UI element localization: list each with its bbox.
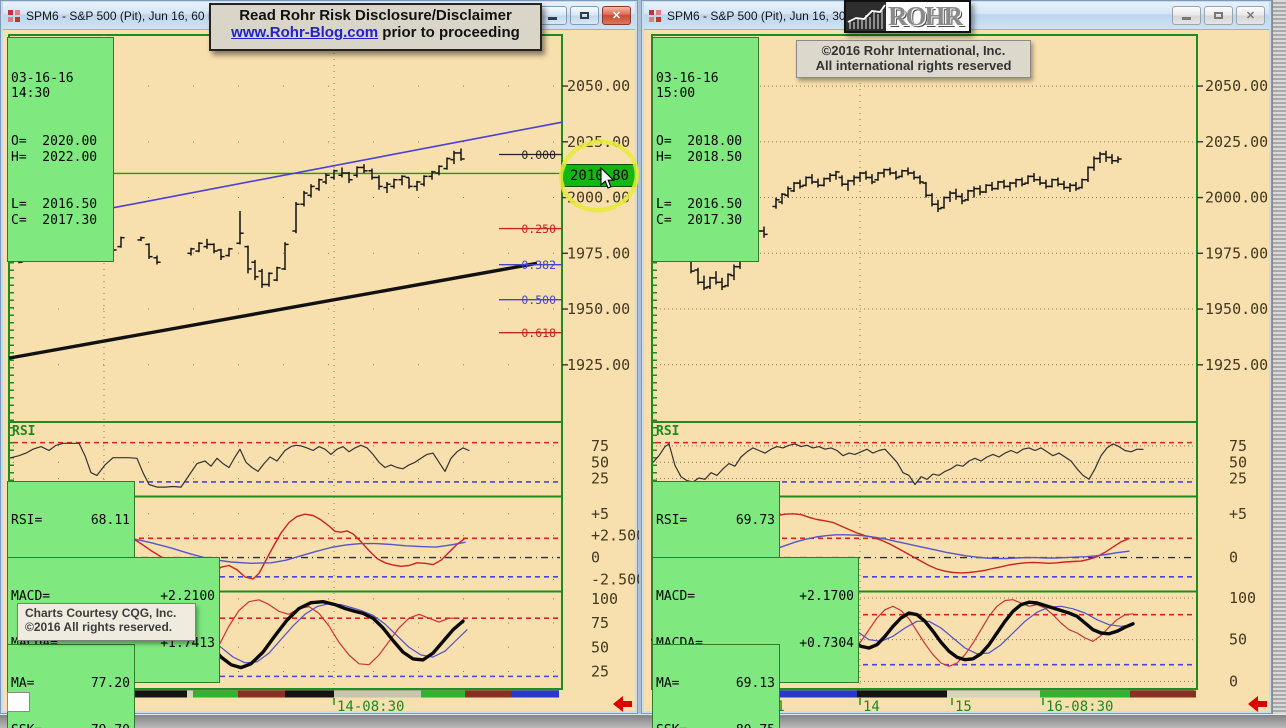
ohlc-info-box: 03-16-16 15:00 O= 2018.00 H= 2018.50 L= 20… (652, 37, 759, 263)
rohr-logo-chart-icon (846, 2, 886, 31)
svg-text:2025.00: 2025.00 (1205, 133, 1268, 151)
sstoch-value-box: MA=69.13 SSK=80.75 SSD=67.61 (652, 644, 780, 728)
ohlc-info-box: 03-16-16 14:30 O= 2020.00 H= 2022.00 L= 20… (7, 37, 114, 263)
cqg-app-icon (649, 9, 661, 22)
svg-text:2025.00: 2025.00 (567, 133, 630, 151)
risk-disclaimer-banner: Read Rohr Risk Disclosure/Disclaimer www… (209, 3, 542, 51)
maximize-button[interactable] (570, 6, 599, 25)
last-price-marker: 2010.80 (563, 164, 636, 187)
svg-text:+2.500: +2.500 (591, 527, 639, 545)
rsi-panel-label: RSI (656, 424, 680, 439)
rohr-copyright-note: ©2016 Rohr International, Inc. All intern… (796, 40, 1031, 78)
svg-text:0.382: 0.382 (521, 258, 556, 272)
svg-text:0: 0 (591, 549, 600, 567)
close-button[interactable]: ✕ (1236, 6, 1265, 25)
rohr-logo: ROHR (844, 0, 971, 33)
svg-text:1950.00: 1950.00 (567, 300, 630, 318)
svg-text:50: 50 (1229, 453, 1247, 471)
svg-text:2000.00: 2000.00 (567, 189, 630, 207)
vertical-scrollbar[interactable] (1272, 0, 1286, 714)
svg-text:15: 15 (955, 699, 972, 715)
sstoch-value-box: MA=77.20 SSK=79.70 SSD=68.03 (7, 644, 135, 728)
svg-text:+5: +5 (1229, 505, 1247, 523)
window-title: SPM6 - S&P 500 (Pit), Jun 16, 30 Min (667, 8, 869, 23)
svg-text:2000.00: 2000.00 (1205, 189, 1268, 207)
svg-text:50: 50 (591, 638, 609, 656)
svg-text:0.500: 0.500 (521, 293, 556, 307)
svg-text:1925.00: 1925.00 (567, 356, 630, 374)
svg-text:0: 0 (1229, 672, 1238, 690)
svg-text:25: 25 (1229, 470, 1247, 488)
svg-text:16-08:30: 16-08:30 (1046, 699, 1113, 715)
desktop-bottom-strip (0, 714, 1286, 728)
chart-window-30min: SPM6 - S&P 500 (Pit), Jun 16, 30 Min ✕ 2… (641, 0, 1272, 728)
close-button[interactable]: ✕ (602, 6, 631, 25)
svg-text:-2.500: -2.500 (591, 570, 639, 588)
rohr-logo-text: ROHR (888, 1, 963, 31)
rsi-value-box: RSI= 68.11 (7, 481, 135, 561)
svg-text:+5: +5 (591, 505, 609, 523)
svg-text:75: 75 (591, 614, 609, 632)
svg-text:0.000: 0.000 (521, 148, 556, 162)
svg-text:50: 50 (591, 453, 609, 471)
svg-text:25: 25 (591, 470, 609, 488)
window-title: SPM6 - S&P 500 (Pit), Jun 16, 60 Min (26, 8, 228, 23)
svg-text:1975.00: 1975.00 (567, 244, 630, 262)
cqg-courtesy-tooltip: Charts Courtesy CQG, Inc. ©2016 All right… (17, 603, 196, 641)
svg-text:100: 100 (591, 590, 618, 608)
maximize-button[interactable] (1204, 6, 1233, 25)
svg-text:14: 14 (863, 699, 880, 715)
session-checkbox[interactable] (7, 692, 30, 712)
svg-text:1950.00: 1950.00 (1205, 300, 1268, 318)
svg-text:0.618: 0.618 (521, 326, 556, 340)
svg-text:75: 75 (591, 437, 609, 455)
rsi-panel-label: RSI (12, 424, 36, 439)
svg-text:2050.00: 2050.00 (1205, 77, 1268, 95)
svg-text:75: 75 (1229, 437, 1247, 455)
svg-text:0.250: 0.250 (521, 222, 556, 236)
svg-text:50: 50 (1229, 631, 1247, 649)
svg-text:14-08:30: 14-08:30 (337, 699, 404, 715)
svg-text:25: 25 (591, 663, 609, 681)
svg-text:1975.00: 1975.00 (1205, 244, 1268, 262)
cqg-app-icon (8, 9, 20, 22)
minimize-button[interactable] (1172, 6, 1201, 25)
rsi-value-box: RSI= 69.73 (652, 481, 780, 561)
scroll-to-latest-arrow-icon[interactable] (1248, 696, 1268, 717)
chart-window-60min: SPM6 - S&P 500 (Pit), Jun 16, 60 Min ✕ 2… (0, 0, 639, 728)
svg-text:100: 100 (1229, 589, 1256, 607)
svg-text:0: 0 (1229, 549, 1238, 567)
svg-text:2050.00: 2050.00 (567, 77, 630, 95)
rohr-blog-link[interactable]: www.Rohr-Blog.com (231, 24, 379, 41)
scroll-to-latest-arrow-icon[interactable] (613, 696, 633, 717)
svg-text:1925.00: 1925.00 (1205, 356, 1268, 374)
